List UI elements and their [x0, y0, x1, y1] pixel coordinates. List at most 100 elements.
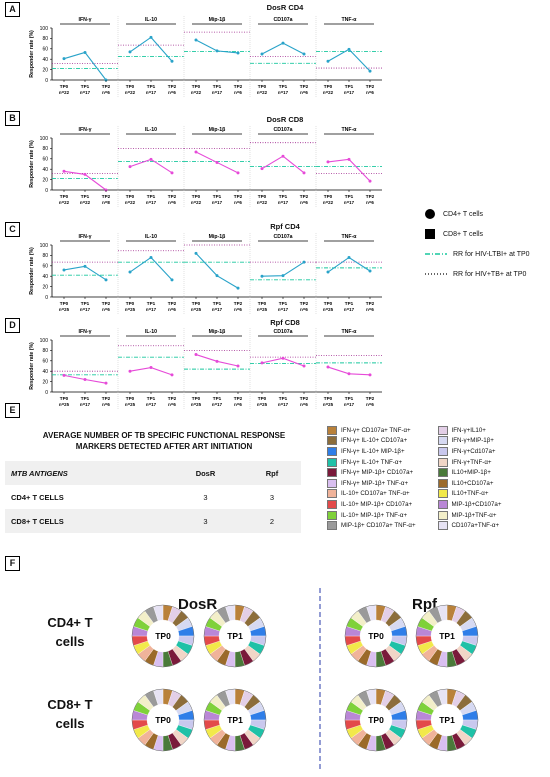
combo-legend-label: IFN-γ+ CD107a+ TNF-α+ — [341, 426, 411, 434]
panel-label-f: F — [5, 556, 20, 571]
row-label: CD4+ T CELLS — [11, 492, 64, 502]
combo-legend-label: IFN-γ+IL10+ — [451, 426, 486, 434]
combo-legend-item: IFN-γ+Cd107a+ — [437, 446, 543, 457]
color-swatch-icon — [437, 478, 448, 488]
x-tick-label: TP1 — [147, 301, 156, 306]
x-tick-label: TP2 — [300, 396, 309, 401]
subplot-title: IL-10 — [145, 17, 157, 23]
data-point — [236, 171, 240, 175]
circle-icon — [425, 209, 435, 219]
data-point — [62, 57, 66, 61]
data-point — [281, 274, 285, 278]
series-line — [129, 256, 173, 281]
x-tick-label: TP0 — [324, 396, 333, 401]
x-tick-sublabel: n=25 — [191, 307, 202, 312]
series-line — [63, 265, 107, 281]
x-tick-label: TP0 — [258, 301, 267, 306]
y-tick-label: 80 — [42, 36, 48, 42]
x-tick-sublabel: n=25 — [191, 402, 202, 407]
donut-label: TP0 — [155, 631, 171, 641]
x-tick-sublabel: n=17 — [146, 200, 157, 205]
x-tick-sublabel: n=17 — [146, 90, 157, 95]
color-swatch-icon — [437, 489, 448, 499]
series-line — [327, 158, 371, 182]
legend-rr-tb: RR for HIV+TB+ at TP0 — [425, 264, 530, 284]
data-point — [281, 356, 285, 360]
data-point — [302, 260, 306, 264]
x-tick-sublabel: n=22 — [125, 200, 136, 205]
cell-dosr: 3 — [203, 492, 208, 502]
combo-legend-item: IFN-γ+MIP-1β+ — [437, 436, 543, 447]
color-swatch-icon — [437, 457, 448, 467]
combo-legend-item: MIP-1β+TNF-α+ — [437, 510, 543, 521]
data-point — [170, 171, 174, 175]
x-tick-sublabel: n=6 — [168, 90, 176, 95]
data-point — [347, 157, 351, 161]
combo-legend-label: IL-10+ CD107a+ TNF-α+ — [341, 490, 410, 498]
y-tick-label: 40 — [42, 274, 48, 280]
subplot-title: IL-10 — [145, 234, 157, 240]
x-tick-label: TP2 — [366, 194, 375, 199]
donut-label: TP1 — [227, 631, 243, 641]
subplot-title: IL-10 — [145, 127, 157, 133]
subplot-title: IFN-γ — [79, 127, 92, 133]
data-point — [62, 373, 66, 377]
y-tick-label: 60 — [42, 359, 48, 365]
row-title-cd8: CD8+ T cells — [20, 695, 120, 733]
y-tick-label: 40 — [42, 57, 48, 63]
x-tick-sublabel: n=6 — [234, 307, 242, 312]
data-point — [281, 154, 285, 158]
subplot-title: IFN-γ — [79, 329, 92, 335]
data-point — [326, 59, 330, 63]
x-tick-label: TP0 — [126, 194, 135, 199]
combo-legend-label: IFN-γ+TNF-α+ — [451, 458, 492, 466]
combo-legend-label: MIP-1β+TNF-α+ — [451, 511, 497, 519]
y-tick-label: 20 — [42, 379, 48, 385]
series-line — [261, 261, 305, 277]
donut-label: TP1 — [227, 715, 243, 725]
x-tick-label: TP2 — [300, 301, 309, 306]
x-tick-sublabel: n=17 — [80, 90, 91, 95]
color-swatch-icon — [437, 499, 448, 509]
legend-cd8-label: CD8+ T cells — [443, 230, 484, 238]
subplot-title: TNF-α — [341, 329, 357, 335]
col-rpf: Rpf — [242, 461, 301, 485]
panel-label-d: D — [5, 318, 20, 333]
row-label: CD8+ T CELLS — [5, 509, 169, 533]
x-tick-sublabel: n=22 — [80, 200, 91, 205]
x-tick-sublabel: n=17 — [344, 307, 355, 312]
x-tick-sublabel: n=17 — [278, 402, 289, 407]
x-tick-sublabel: n=25 — [323, 307, 334, 312]
combo-legend-label: IFN-γ+Cd107a+ — [451, 447, 496, 455]
series-line — [261, 155, 305, 174]
y-tick-label: 100 — [40, 243, 49, 249]
x-tick-label: TP2 — [366, 84, 375, 89]
series-line — [63, 51, 107, 81]
combo-legend-item: IFN-γ+ MIP-1β+ TNF-α+ — [327, 478, 432, 489]
x-tick-sublabel: n=25 — [125, 307, 136, 312]
subplot-title: Mip-1β — [209, 17, 226, 23]
legend-cd4-label: CD4+ T cells — [443, 210, 484, 218]
x-tick-sublabel: n=25 — [257, 307, 268, 312]
data-point — [326, 365, 330, 369]
data-point — [302, 171, 306, 175]
x-tick-label: TP0 — [324, 194, 333, 199]
data-point — [128, 270, 132, 274]
subplot-title: TNF-α — [341, 17, 357, 23]
data-point — [170, 59, 174, 63]
combo-legend-item: IFN-γ+ IL-10+ TNF-α+ — [327, 457, 432, 468]
x-tick-label: TP1 — [213, 84, 222, 89]
x-tick-sublabel: n=22 — [191, 200, 202, 205]
donut-charts: TP0 TP1 TP0 TP1 TP0 TP1 TP0 TP1 — [131, 588, 479, 772]
data-point — [260, 274, 264, 278]
x-tick-sublabel: n=6 — [300, 402, 308, 407]
donut-label: TP0 — [368, 715, 384, 725]
x-tick-label: TP0 — [126, 301, 135, 306]
legend-rr-tb-label: RR for HIV+TB+ at TP0 — [453, 270, 527, 278]
data-point — [260, 167, 264, 171]
data-point — [194, 38, 198, 42]
x-tick-sublabel: n=22 — [323, 200, 334, 205]
combo-legend-item: CD107a+TNF-α+ — [437, 520, 543, 531]
data-point — [236, 51, 240, 55]
